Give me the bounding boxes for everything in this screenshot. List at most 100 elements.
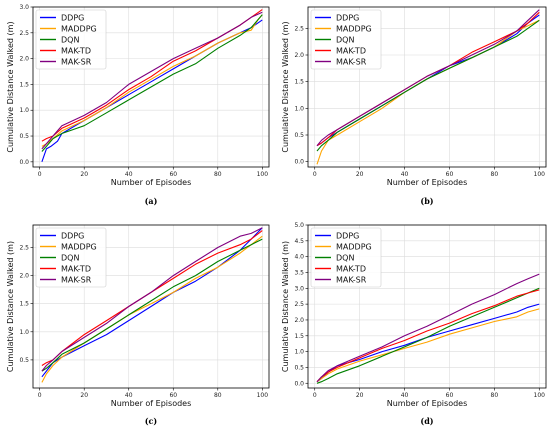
legend-entry: MADDPG [61,25,97,34]
x-tick-label: 100 [534,171,546,178]
y-tick-label: 2.0 [19,273,29,280]
x-tick-label: 0 [313,171,317,178]
legend-entry: DQN [61,36,79,45]
y-tick-label: 1.5 [294,79,304,86]
x-tick-label: 20 [356,392,364,399]
series-line [316,287,540,384]
y-tick-label: 0.5 [19,133,29,140]
y-tick-label: 2.0 [294,52,304,59]
series-line [41,227,263,372]
y-axis-label: Cumulative Distance Walked (m) [6,21,15,152]
legend-entry: MAK-SR [336,276,367,285]
series-line [41,14,263,152]
legend-entry: MADDPG [336,25,372,34]
x-tick-label: 0 [38,392,42,399]
y-tick-label: 1.5 [19,81,29,88]
x-tick-label: 80 [214,171,222,178]
x-tick-label: 40 [125,392,133,399]
panel-caption: (b) [420,196,433,206]
legend-box [35,227,107,288]
legend-entry: DDPG [61,232,84,241]
legend-entry: MAK-TD [61,265,91,274]
legend-entry: DDPG [336,14,359,23]
plot-frame [307,224,547,389]
x-tick-label: 100 [257,392,269,399]
series-line [41,14,263,147]
legend-entry: MAK-SR [61,58,92,67]
x-tick-label: 0 [313,392,317,399]
y-tick-label: 2.5 [294,301,304,308]
series-line [316,273,540,383]
series-line [316,9,540,147]
y-tick-label: 2.5 [294,25,304,32]
y-tick-label: 2.0 [19,56,29,63]
legend: DDPG MADDPG DQN MAK-TD MAK-SR [35,227,107,288]
x-tick-label: 20 [356,171,364,178]
y-tick-label: 4.5 [294,238,304,245]
y-tick-label: 1.5 [294,333,304,340]
legend-entry: MAK-SR [336,58,367,67]
x-tick-label: 60 [169,171,177,178]
y-tick-label: 0.5 [19,357,29,364]
y-axis-label: Cumulative Distance Walked (m) [6,241,15,372]
x-tick-label: 100 [534,392,546,399]
y-tick-label: 1.0 [294,105,304,112]
series-line [316,308,540,383]
y-tick-label: 3.0 [294,285,304,292]
x-tick-label: 40 [401,392,409,399]
x-tick-label: 40 [401,171,409,178]
y-tick-label: 1.0 [294,349,304,356]
x-tick-label: 20 [80,392,88,399]
x-tick-label: 80 [214,392,222,399]
y-tick-label: 5.0 [294,222,304,229]
legend-entry: MADDPG [336,243,372,252]
x-tick-label: 60 [446,171,454,178]
chart-panel: 0 20 40 60 80 100 0.5 1.0 1.5 2.0 2.5 Number of Epi… [6,224,270,426]
y-tick-label: 2.5 [19,30,29,37]
chart-panel: 0 20 40 60 80 100 0.0 0.5 1.0 1.5 2.0 2.5 Number of … [281,6,547,206]
y-tick-label: 0.0 [294,159,304,166]
x-tick-label: 80 [491,392,499,399]
plot-frame [32,224,270,389]
legend-box [35,9,107,70]
legend: DDPG MADDPG DQN MAK-TD MAK-SR [35,9,107,70]
panel-caption: (a) [145,196,158,206]
plot-frame [307,6,547,168]
y-axis-label: Cumulative Distance Walked (m) [281,241,290,372]
legend-entry: MAK-TD [336,265,366,274]
y-tick-label: 1.0 [19,329,29,336]
legend-entry: MAK-SR [61,276,92,285]
legend: DDPG MADDPG DQN MAK-TD MAK-SR [310,227,382,288]
series-line [316,19,540,152]
y-tick-label: 2.0 [294,317,304,324]
y-tick-label: 0.0 [19,159,29,166]
chart-panel: 0 20 40 60 80 100 0.0 0.5 1.0 1.5 2.0 2.5 3.0 Number … [6,4,270,206]
y-tick-label: 0.0 [294,380,304,387]
y-tick-label: 4.0 [294,254,304,261]
x-tick-label: 60 [169,392,177,399]
y-tick-label: 1.0 [19,107,29,114]
legend-box [310,227,382,288]
series-line [41,235,263,383]
x-tick-label: 80 [491,171,499,178]
legend-entry: DQN [61,254,79,263]
series-line [316,303,540,383]
chart-panel: 0 20 40 60 80 100 0.0 0.5 1.0 1.5 2.0 2.5 3.0 3.5 4.0 4… [281,222,547,426]
legend-entry: DDPG [61,14,84,23]
x-axis-label: Number of Episodes [111,399,192,408]
series-line [316,289,540,383]
x-tick-label: 20 [80,171,88,178]
y-tick-label: 0.5 [294,364,304,371]
y-tick-label: 1.5 [19,301,29,308]
y-axis-label: Cumulative Distance Walked (m) [281,21,290,152]
legend-box [310,9,382,70]
legend-entry: MAK-TD [61,47,91,56]
legend: DDPG MADDPG DQN MAK-TD MAK-SR [310,9,382,70]
legend-entry: MADDPG [61,243,97,252]
y-tick-label: 3.5 [294,269,304,276]
x-tick-label: 100 [257,171,269,178]
x-axis-label: Number of Episodes [387,399,468,408]
x-tick-label: 40 [125,171,133,178]
legend-entry: MAK-TD [336,47,366,56]
